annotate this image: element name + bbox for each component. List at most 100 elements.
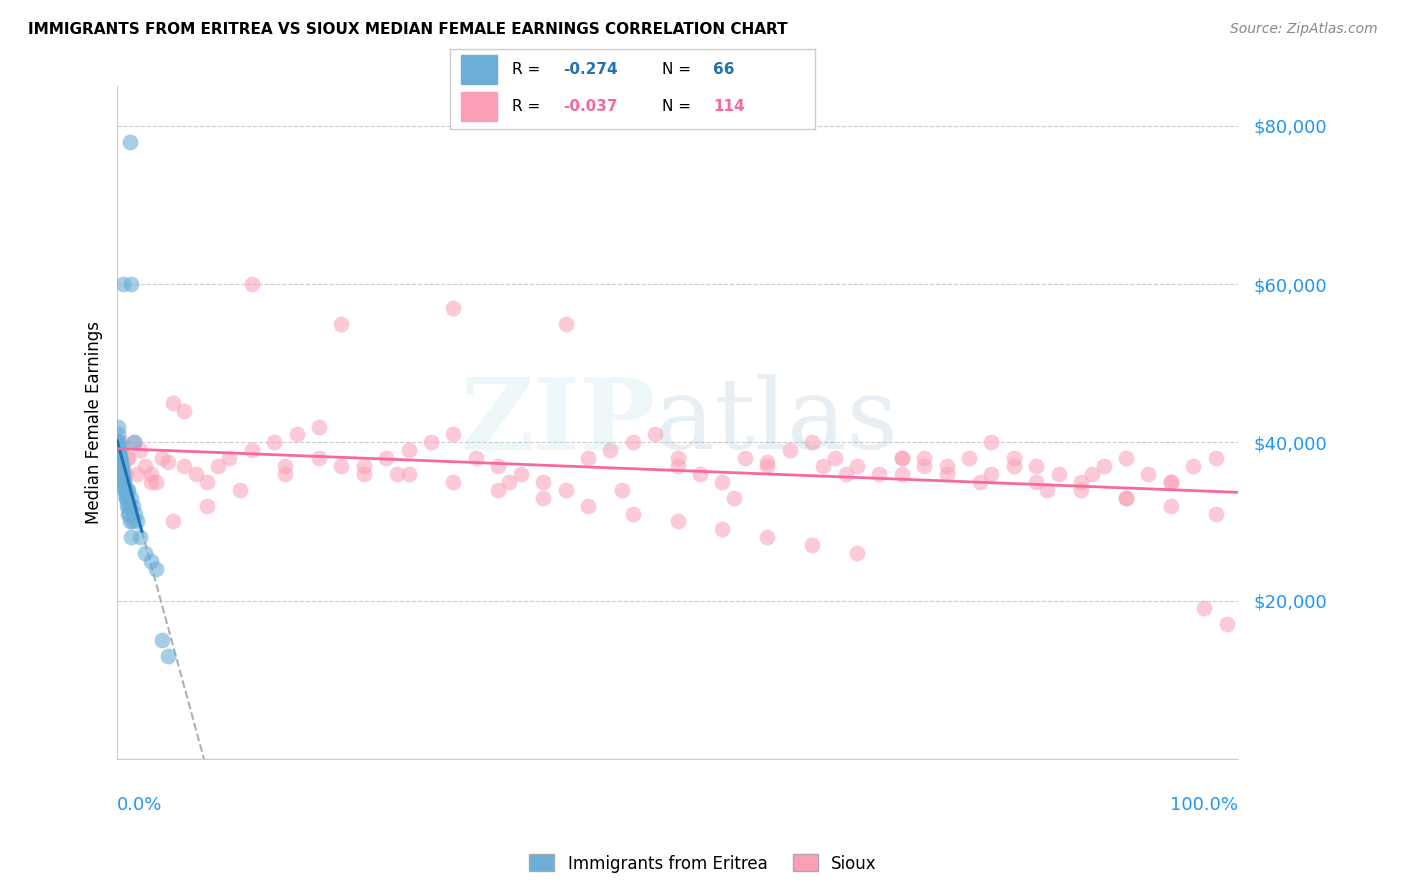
Point — [980, 435, 1002, 450]
Point — [1160, 499, 1182, 513]
Point — [107, 427, 129, 442]
Point — [398, 467, 420, 481]
Point — [115, 467, 138, 481]
Point — [111, 467, 134, 481]
Point — [108, 447, 131, 461]
Point — [107, 435, 129, 450]
Point — [240, 443, 263, 458]
Point — [117, 451, 139, 466]
Point — [689, 467, 711, 481]
Point — [486, 483, 509, 497]
Point — [621, 435, 644, 450]
Point — [110, 463, 132, 477]
Point — [115, 491, 138, 505]
Point — [308, 419, 330, 434]
Point — [108, 451, 131, 466]
Point — [134, 459, 156, 474]
Point — [666, 451, 689, 466]
Point — [441, 427, 464, 442]
Text: 100.0%: 100.0% — [1170, 796, 1239, 814]
Point — [1216, 617, 1239, 632]
Point — [117, 499, 139, 513]
Point — [1160, 475, 1182, 489]
Point — [108, 451, 131, 466]
Point — [229, 483, 252, 497]
Point — [666, 459, 689, 474]
Point — [162, 515, 184, 529]
Point — [1205, 451, 1227, 466]
Point — [576, 499, 599, 513]
Point — [124, 507, 146, 521]
Point — [120, 277, 142, 292]
Point — [353, 467, 375, 481]
Point — [441, 475, 464, 489]
Point — [756, 530, 779, 544]
Point — [107, 435, 129, 450]
Point — [498, 475, 520, 489]
Point — [145, 562, 167, 576]
Point — [207, 459, 229, 474]
Point — [375, 451, 398, 466]
Point — [285, 427, 308, 442]
Point — [110, 451, 132, 466]
Point — [218, 451, 240, 466]
Point — [801, 435, 824, 450]
Point — [108, 455, 131, 469]
Point — [134, 546, 156, 560]
Point — [756, 455, 779, 469]
Point — [107, 419, 129, 434]
Point — [554, 317, 576, 331]
Point — [111, 459, 134, 474]
Point — [145, 475, 167, 489]
Point — [110, 459, 132, 474]
Point — [274, 459, 297, 474]
Point — [1115, 491, 1137, 505]
Point — [599, 443, 621, 458]
Point — [330, 459, 353, 474]
Text: R =: R = — [512, 62, 546, 77]
Point — [711, 522, 734, 536]
Point — [912, 459, 935, 474]
Point — [111, 467, 134, 481]
Point — [1194, 601, 1216, 615]
Point — [108, 447, 131, 461]
Text: 0.0%: 0.0% — [117, 796, 163, 814]
Point — [531, 491, 554, 505]
Text: -0.274: -0.274 — [564, 62, 617, 77]
Point — [610, 483, 633, 497]
Text: N =: N = — [662, 99, 696, 114]
Point — [111, 463, 134, 477]
Point — [486, 459, 509, 474]
Point — [117, 507, 139, 521]
Point — [274, 467, 297, 481]
Point — [576, 451, 599, 466]
Point — [330, 317, 353, 331]
Point — [108, 443, 131, 458]
Point — [1160, 475, 1182, 489]
Point — [120, 515, 142, 529]
Point — [666, 515, 689, 529]
Point — [813, 459, 835, 474]
Point — [1182, 459, 1205, 474]
Point — [118, 135, 141, 149]
Text: IMMIGRANTS FROM ERITREA VS SIOUX MEDIAN FEMALE EARNINGS CORRELATION CHART: IMMIGRANTS FROM ERITREA VS SIOUX MEDIAN … — [28, 22, 787, 37]
Point — [621, 507, 644, 521]
Point — [912, 451, 935, 466]
Point — [756, 459, 779, 474]
Point — [112, 475, 135, 489]
Point — [1205, 507, 1227, 521]
Point — [122, 435, 145, 450]
Point — [554, 483, 576, 497]
Point — [117, 483, 139, 497]
Point — [110, 459, 132, 474]
Point — [107, 435, 129, 450]
Point — [420, 435, 443, 450]
Point — [734, 451, 756, 466]
Point — [108, 447, 131, 461]
Point — [118, 507, 141, 521]
Point — [120, 530, 142, 544]
Point — [110, 459, 132, 474]
Point — [890, 451, 912, 466]
Point — [1036, 483, 1059, 497]
Point — [195, 475, 218, 489]
